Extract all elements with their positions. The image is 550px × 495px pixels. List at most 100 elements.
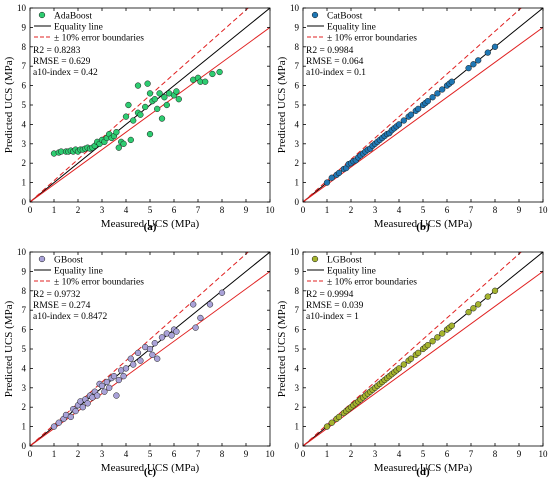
y-tick-label: 2 [22,158,27,168]
data-point [72,407,79,415]
y-tick-label: 9 [22,22,27,32]
data-point [335,413,343,421]
x-tick-label: 1 [325,449,330,459]
y-tick-label: 6 [22,325,27,335]
y-tick-label: 5 [22,100,27,110]
data-point [168,332,175,339]
y-tick-label: 7 [22,305,27,315]
data-point [190,301,197,308]
data-point [209,70,216,78]
x-tick-label: 3 [100,449,105,459]
y-tick-label: 6 [295,81,300,91]
data-point [475,301,482,308]
x-tick-label: 5 [421,205,426,215]
data-points [50,289,226,430]
data-point [55,419,62,426]
y-tick-label: 10 [17,247,27,257]
data-point [146,345,154,353]
data-point [491,287,499,294]
x-axis-label: Measured UCS (MPa) [101,462,200,474]
x-tick-label: 8 [493,205,498,215]
data-point [125,101,132,109]
data-point [94,392,101,399]
x-tick-label: 6 [172,205,177,215]
legend-marker-3 [38,255,46,263]
lower-error-boundary [303,26,543,202]
x-tick-label: 6 [172,449,177,459]
data-point [395,365,403,372]
x-tick-label: 8 [220,449,225,459]
y-tick-label: 10 [17,3,27,13]
data-point [127,355,134,362]
y-tick-label: 0 [295,441,300,451]
stat-line: R2 = 0.9994 [306,290,354,300]
x-tick-label: 4 [397,205,402,215]
data-point [434,90,441,97]
data-point [415,105,422,113]
data-point [113,129,120,136]
y-tick-label: 2 [295,158,300,168]
y-tick-label: 9 [295,266,300,276]
y-tick-label: 7 [295,61,300,71]
x-tick-label: 7 [469,449,474,459]
data-point [335,169,343,177]
legend-marker-2 [311,11,319,19]
y-tick-label: 1 [295,422,300,432]
legend-entry-equality: Equality line [327,267,376,277]
legend-entry-boundaries: ± 10% error boundaries [54,34,144,44]
panel-label: (b) [416,221,430,233]
data-point [154,105,161,113]
data-point [146,90,154,97]
x-axis-label: Measured UCS (MPa) [101,218,200,230]
stat-line: RMSE = 0.629 [33,57,91,67]
data-point [470,61,477,68]
data-point [434,334,441,341]
data-point [216,68,223,76]
y-tick-label: 8 [22,42,27,52]
data-point [197,314,204,322]
data-point [475,57,482,64]
y-tick-label: 4 [295,363,300,373]
data-point [400,361,407,368]
data-points [50,68,223,157]
panel-label: (a) [144,221,157,233]
data-point [491,43,499,50]
data-point [134,82,142,89]
x-tick-label: 10 [539,449,549,459]
data-point [424,341,431,349]
legend-entry-boundaries: ± 10% error boundaries [327,278,417,288]
data-point [106,384,113,391]
x-tick-label: 0 [301,205,306,215]
legend-entry-equality: Equality line [54,267,103,277]
data-point [158,115,166,122]
y-tick-label: 4 [22,119,27,129]
legend-entry-equality: Equality line [327,23,376,33]
data-point [161,94,168,101]
data-point [163,101,170,109]
data-point [50,423,58,430]
data-point [151,96,158,103]
data-point [323,423,331,430]
x-tick-label: 5 [148,449,153,459]
x-tick-label: 4 [124,449,129,459]
legend-entry-model: GBoost [54,256,83,266]
legend-entry-boundaries: ± 10% error boundaries [54,278,144,288]
legend-entry-equality: Equality line [54,23,103,33]
stat-line: RMSE = 0.274 [33,301,91,311]
y-tick-label: 6 [295,325,300,335]
data-point [110,373,118,380]
panel-1: 0 1 2 3 4 5 6 7 8 9 10 0 1 2 3 4 5 6 7 8 9 10 Measured UCS (MP… [3,3,275,233]
data-point [465,64,472,72]
x-tick-label: 10 [539,205,549,215]
legend-entry-model: AdaBoost [54,12,92,22]
data-point [120,373,127,380]
y-tick-label: 5 [22,344,27,354]
data-point [103,378,110,386]
x-tick-label: 8 [220,205,225,215]
data-point [84,400,91,407]
x-tick-label: 1 [325,205,330,215]
data-point [429,338,436,345]
y-tick-label: 3 [22,139,27,149]
data-point [206,301,214,308]
